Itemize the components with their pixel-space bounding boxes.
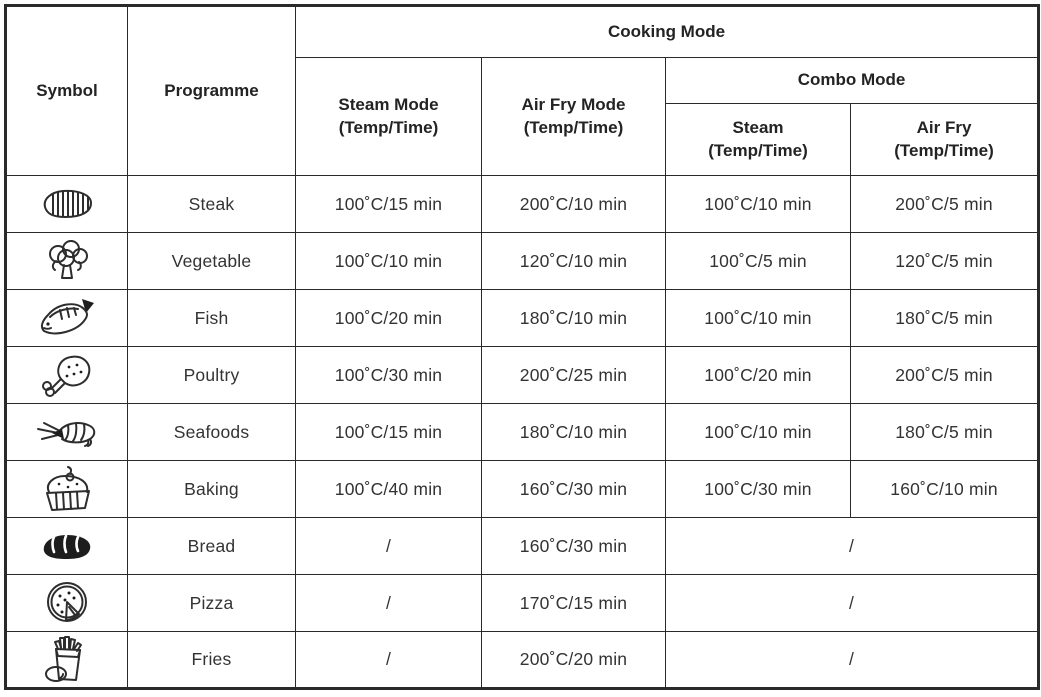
- programme-cell: Bread: [127, 517, 296, 575]
- fish-icon: [40, 299, 94, 335]
- air-fry-value-cell: 160˚C/30 min: [481, 460, 666, 518]
- symbol-cell: [5, 403, 128, 461]
- combo-air-fry-label: Air Fry: [916, 117, 972, 137]
- air-fry-mode-sublabel: (Temp/Time): [523, 117, 624, 137]
- table-row-steak: Steak 100˚C/15 min 200˚C/10 min 100˚C/10…: [5, 175, 1040, 233]
- air-fry-value-cell: 170˚C/15 min: [481, 574, 666, 632]
- steam-value-cell: /: [295, 574, 482, 632]
- programme-column-header: Programme: [127, 5, 296, 176]
- steam-value-cell: /: [295, 517, 482, 575]
- seafoods-icon: [37, 422, 96, 447]
- air-fry-mode-column-header: Air Fry Mode (Temp/Time): [481, 57, 666, 176]
- table-row-poultry: Poultry 100˚C/30 min 200˚C/25 min 100˚C/…: [5, 346, 1040, 404]
- steam-value-cell: 100˚C/30 min: [295, 346, 482, 404]
- combo-steam-value-cell: 100˚C/10 min: [665, 175, 851, 233]
- air-fry-mode-label: Air Fry Mode: [521, 94, 626, 114]
- symbol-column-header: Symbol: [5, 5, 128, 176]
- bread-icon: [43, 534, 91, 559]
- combo-air-fry-sublabel: (Temp/Time): [894, 140, 994, 160]
- steam-value-cell: /: [295, 631, 482, 689]
- table-row-fries: Fries / 200˚C/20 min /: [5, 631, 1040, 689]
- steam-value-cell: 100˚C/20 min: [295, 289, 482, 347]
- combo-steam-value-cell: 100˚C/30 min: [665, 460, 851, 518]
- air-fry-value-cell: 180˚C/10 min: [481, 289, 666, 347]
- air-fry-value-cell: 180˚C/10 min: [481, 403, 666, 461]
- air-fry-value-cell: 120˚C/10 min: [481, 232, 666, 290]
- combo-air-fry-value-cell: 160˚C/10 min: [849, 460, 1040, 518]
- steam-mode-label: Steam Mode: [338, 94, 439, 114]
- combo-air-fry-value-cell: 120˚C/5 min: [849, 232, 1040, 290]
- table-row-pizza: Pizza / 170˚C/15 min /: [5, 574, 1040, 632]
- combo-air-fry-value-cell: 200˚C/5 min: [849, 346, 1040, 404]
- combo-steam-value-cell: 100˚C/20 min: [665, 346, 851, 404]
- baking-icon: [46, 466, 90, 511]
- programme-cell: Vegetable: [127, 232, 296, 290]
- air-fry-value-cell: 200˚C/20 min: [481, 631, 666, 689]
- table-row-fish: Fish 100˚C/20 min 180˚C/10 min 100˚C/10 …: [5, 289, 1040, 347]
- symbol-cell: [5, 574, 128, 632]
- programme-cell: Seafoods: [127, 403, 296, 461]
- table-row-bread: Bread / 160˚C/30 min /: [5, 517, 1040, 575]
- programme-cell: Fish: [127, 289, 296, 347]
- combo-mode-header: Combo Mode: [664, 57, 1040, 104]
- cooking-mode-table: Symbol Programme Cooking Mode Steam Mode…: [4, 4, 1041, 690]
- combo-steam-value-cell: 100˚C/5 min: [665, 232, 851, 290]
- table-row-baking: Baking 100˚C/40 min 160˚C/30 min 100˚C/3…: [5, 460, 1040, 518]
- air-fry-value-cell: 200˚C/10 min: [481, 175, 666, 233]
- programme-cell: Steak: [127, 175, 296, 233]
- table-row-vegetable: Vegetable 100˚C/10 min 120˚C/10 min 100˚…: [5, 232, 1040, 290]
- symbol-cell: [5, 631, 128, 689]
- combo-steam-label: Steam: [732, 117, 784, 137]
- programme-cell: Pizza: [127, 574, 296, 632]
- steam-mode-column-header: Steam Mode (Temp/Time): [295, 57, 482, 176]
- combo-steam-value-cell: 100˚C/10 min: [665, 403, 851, 461]
- programme-cell: Poultry: [127, 346, 296, 404]
- air-fry-value-cell: 160˚C/30 min: [481, 517, 666, 575]
- combo-merged-value-cell: /: [664, 517, 1040, 575]
- symbol-cell: [5, 232, 128, 290]
- combo-steam-column-header: Steam (Temp/Time): [665, 103, 851, 176]
- air-fry-value-cell: 200˚C/25 min: [481, 346, 666, 404]
- steam-mode-sublabel: (Temp/Time): [338, 117, 439, 137]
- symbol-cell: [5, 460, 128, 518]
- fries-icon: [45, 635, 82, 682]
- symbol-cell: [5, 517, 128, 575]
- programme-cell: Fries: [127, 631, 296, 689]
- combo-air-fry-value-cell: 180˚C/5 min: [849, 403, 1040, 461]
- cooking-mode-header: Cooking Mode: [294, 5, 1040, 58]
- vegetable-icon: [49, 240, 88, 279]
- poultry-icon: [42, 355, 91, 397]
- pizza-icon: [47, 582, 87, 622]
- symbol-cell: [5, 346, 128, 404]
- programme-cell: Baking: [127, 460, 296, 518]
- steam-value-cell: 100˚C/40 min: [295, 460, 482, 518]
- combo-air-fry-value-cell: 200˚C/5 min: [849, 175, 1040, 233]
- combo-steam-sublabel: (Temp/Time): [708, 140, 808, 160]
- symbol-cell: [5, 289, 128, 347]
- steam-value-cell: 100˚C/15 min: [295, 175, 482, 233]
- symbol-cell: [5, 175, 128, 233]
- combo-steam-value-cell: 100˚C/10 min: [665, 289, 851, 347]
- combo-air-fry-column-header: Air Fry (Temp/Time): [849, 103, 1040, 176]
- steam-value-cell: 100˚C/10 min: [295, 232, 482, 290]
- combo-merged-value-cell: /: [664, 574, 1040, 632]
- combo-merged-value-cell: /: [664, 631, 1040, 689]
- steam-value-cell: 100˚C/15 min: [295, 403, 482, 461]
- steak-icon: [43, 189, 92, 218]
- combo-air-fry-value-cell: 180˚C/5 min: [849, 289, 1040, 347]
- table-row-seafoods: Seafoods 100˚C/15 min 180˚C/10 min 100˚C…: [5, 403, 1040, 461]
